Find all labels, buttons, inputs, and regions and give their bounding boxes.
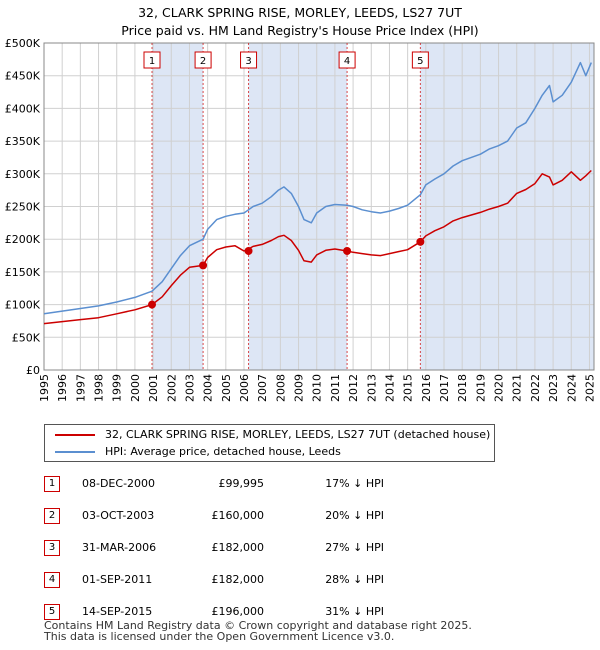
sale-number: 1 xyxy=(44,476,60,492)
x-tick-label: 1997 xyxy=(74,374,87,402)
x-tick-label: 2024 xyxy=(565,374,578,402)
sale-number: 2 xyxy=(44,508,60,524)
x-tick-label: 2006 xyxy=(238,374,251,402)
y-tick-label: £250K xyxy=(5,201,41,214)
x-tick-label: 2020 xyxy=(493,374,506,402)
x-tick-label: 1995 xyxy=(38,374,51,402)
legend-swatch-hpi xyxy=(55,451,95,453)
sale-date: 01-SEP-2011 xyxy=(82,573,153,586)
sale-label-box xyxy=(411,51,429,69)
legend-item-property: 32, CLARK SPRING RISE, MORLEY, LEEDS, LS… xyxy=(55,426,490,444)
sale-hpi-diff: 20% ↓ HPI xyxy=(325,509,384,522)
sale-hpi-diff: 27% ↓ HPI xyxy=(325,541,384,554)
x-tick-label: 1999 xyxy=(111,374,124,402)
x-tick-label: 1996 xyxy=(56,374,69,402)
x-tick-label: 2021 xyxy=(511,374,524,402)
sale-point xyxy=(148,300,156,309)
x-tick-label: 2002 xyxy=(165,374,178,402)
sale-price: £182,000 xyxy=(211,541,265,554)
sale-label-box xyxy=(143,51,161,69)
sale-point xyxy=(343,246,352,255)
sale-number: 3 xyxy=(44,540,60,556)
chart-legend: 32, CLARK SPRING RISE, MORLEY, LEEDS, LS… xyxy=(44,424,495,462)
x-tick-label: 2012 xyxy=(347,374,360,402)
x-tick-label: 2011 xyxy=(329,374,342,402)
x-tick-label: 2001 xyxy=(147,374,160,402)
x-tick-label: 2010 xyxy=(311,374,324,402)
sale-price: £182,000 xyxy=(211,573,265,586)
sale-point xyxy=(244,246,253,255)
sale-row: 4 01-SEP-2011 £182,000 28% ↓ HPI xyxy=(44,570,544,590)
sale-date: 14-SEP-2015 xyxy=(82,605,153,618)
title-line-2: Price paid vs. HM Land Registry's House … xyxy=(121,23,479,38)
legend-label-property: 32, CLARK SPRING RISE, MORLEY, LEEDS, LS… xyxy=(105,428,491,441)
y-tick-label: £50K xyxy=(12,331,41,344)
x-tick-label: 2018 xyxy=(456,374,469,402)
x-tick-label: 2014 xyxy=(383,374,396,402)
sale-label-number: 2 xyxy=(200,56,206,67)
sale-date: 03-OCT-2003 xyxy=(82,509,155,522)
x-tick-label: 2019 xyxy=(474,374,487,402)
sale-number: 5 xyxy=(44,604,60,620)
x-tick-label: 2016 xyxy=(420,374,433,402)
sale-hpi-diff: 31% ↓ HPI xyxy=(325,605,384,618)
chart-title: 32, CLARK SPRING RISE, MORLEY, LEEDS, LS… xyxy=(0,4,600,40)
price-chart: £0 £50K £100K £150K £200K £250K £300K £350K £400… xyxy=(5,37,597,402)
legend-item-hpi: HPI: Average price, detached house, Leed… xyxy=(55,443,341,461)
y-tick-label: £300K xyxy=(5,168,41,181)
y-tick-label: £0 xyxy=(26,364,40,377)
x-tick-label: 2008 xyxy=(274,374,287,402)
sale-row: 5 14-SEP-2015 £196,000 31% ↓ HPI xyxy=(44,602,544,622)
x-tick-label: 2004 xyxy=(202,374,215,402)
sale-price: £160,000 xyxy=(211,509,265,522)
title-line-1: 32, CLARK SPRING RISE, MORLEY, LEEDS, LS… xyxy=(138,5,462,20)
sale-hpi-diff: 17% ↓ HPI xyxy=(325,477,384,490)
sale-date: 31-MAR-2006 xyxy=(82,541,157,554)
sale-row: 1 08-DEC-2000 £99,995 17% ↓ HPI xyxy=(44,474,544,494)
y-tick-label: £150K xyxy=(5,266,41,279)
x-tick-label: 2007 xyxy=(256,374,269,402)
y-tick-label: £200K xyxy=(5,233,41,246)
plot-frame xyxy=(43,42,595,371)
y-tick-label: £450K xyxy=(5,70,41,83)
x-tick-label: 2017 xyxy=(438,374,451,402)
sale-row: 2 03-OCT-2003 £160,000 20% ↓ HPI xyxy=(44,506,544,526)
sale-label-number: 1 xyxy=(149,56,155,67)
sale-label-number: 4 xyxy=(344,56,350,67)
y-tick-label: £400K xyxy=(5,102,41,115)
hpi-series-line xyxy=(43,61,592,315)
x-tick-label: 2005 xyxy=(220,374,233,402)
x-tick-label: 2003 xyxy=(183,374,196,402)
sale-label-number: 3 xyxy=(245,56,251,67)
x-tick-label: 2022 xyxy=(529,374,542,402)
footer-attribution: Contains HM Land Registry data © Crown c… xyxy=(44,620,472,642)
property-series-line xyxy=(43,169,592,325)
legend-swatch-property xyxy=(55,434,95,436)
sale-price: £196,000 xyxy=(211,605,265,618)
x-tick-label: 2009 xyxy=(293,374,306,402)
sale-label-number: 5 xyxy=(417,56,423,67)
sale-price: £99,995 xyxy=(218,477,265,490)
y-tick-label: £350K xyxy=(5,135,41,148)
x-tick-label: 2000 xyxy=(129,374,142,402)
sale-point xyxy=(199,261,208,270)
x-tick-label: 2025 xyxy=(583,374,596,402)
x-tick-label: 2023 xyxy=(547,374,560,402)
footer-line-1: Contains HM Land Registry data © Crown c… xyxy=(44,619,472,632)
x-tick-label: 1998 xyxy=(93,374,106,402)
y-tick-label: £100K xyxy=(5,299,41,312)
sale-label-box xyxy=(338,51,356,69)
sale-number: 4 xyxy=(44,572,60,588)
x-tick-label: 2013 xyxy=(365,374,378,402)
y-tick-label: £500K xyxy=(5,37,41,50)
footer-line-2: This data is licensed under the Open Gov… xyxy=(44,630,395,643)
sale-label-box xyxy=(194,51,212,69)
legend-label-hpi: HPI: Average price, detached house, Leed… xyxy=(105,445,341,458)
sale-date: 08-DEC-2000 xyxy=(82,477,156,490)
sale-label-box xyxy=(240,51,258,69)
sale-point xyxy=(416,237,425,246)
sale-hpi-diff: 28% ↓ HPI xyxy=(325,573,384,586)
x-tick-label: 2015 xyxy=(402,374,415,402)
sale-row: 3 31-MAR-2006 £182,000 27% ↓ HPI xyxy=(44,538,544,558)
